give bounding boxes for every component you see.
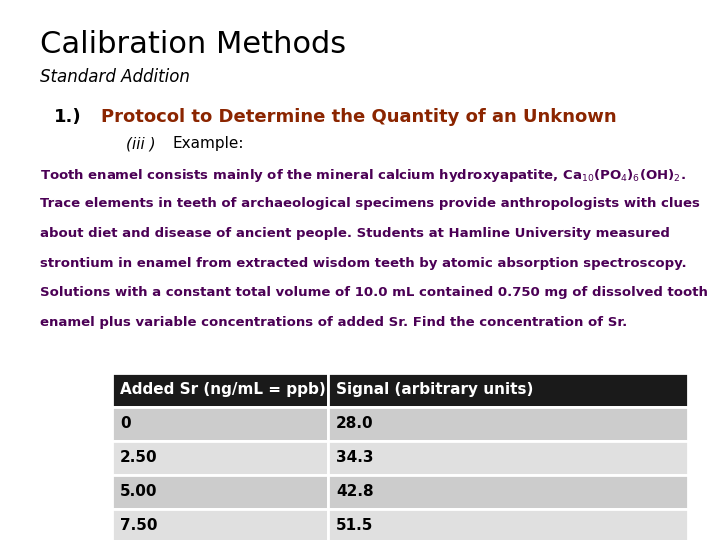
Text: Calibration Methods: Calibration Methods: [40, 30, 346, 59]
Text: Solutions with a constant total volume of 10.0 mL contained 0.750 mg of dissolve: Solutions with a constant total volume o…: [40, 286, 708, 299]
FancyBboxPatch shape: [112, 441, 328, 475]
FancyBboxPatch shape: [328, 407, 688, 441]
FancyBboxPatch shape: [112, 373, 328, 407]
Text: Tooth enamel consists mainly of the mineral calcium hydroxyapatite, Ca$_{10}$(PO: Tooth enamel consists mainly of the mine…: [40, 167, 685, 184]
Text: 2.50: 2.50: [120, 450, 158, 465]
FancyBboxPatch shape: [112, 475, 328, 509]
Text: 34.3: 34.3: [336, 450, 374, 465]
Text: Protocol to Determine the Quantity of an Unknown: Protocol to Determine the Quantity of an…: [101, 108, 616, 126]
Text: 51.5: 51.5: [336, 518, 374, 533]
FancyBboxPatch shape: [328, 475, 688, 509]
Text: enamel plus variable concentrations of added Sr. Find the concentration of Sr.: enamel plus variable concentrations of a…: [40, 316, 627, 329]
FancyBboxPatch shape: [328, 509, 688, 540]
Text: 5.00: 5.00: [120, 484, 158, 499]
FancyBboxPatch shape: [328, 373, 688, 407]
Text: Added Sr (ng/mL = ppb): Added Sr (ng/mL = ppb): [120, 382, 326, 397]
Text: strontium in enamel from extracted wisdom teeth by atomic absorption spectroscop: strontium in enamel from extracted wisdo…: [40, 256, 686, 269]
Text: 28.0: 28.0: [336, 416, 374, 431]
FancyBboxPatch shape: [112, 407, 328, 441]
Text: (iii ): (iii ): [126, 136, 156, 151]
Text: Trace elements in teeth of archaeological specimens provide anthropologists with: Trace elements in teeth of archaeologica…: [40, 197, 699, 210]
Text: Standard Addition: Standard Addition: [40, 68, 189, 85]
Text: Signal (arbitrary units): Signal (arbitrary units): [336, 382, 534, 397]
Text: Example:: Example:: [173, 136, 244, 151]
Text: 1.): 1.): [54, 108, 81, 126]
Text: 7.50: 7.50: [120, 518, 158, 533]
FancyBboxPatch shape: [328, 441, 688, 475]
FancyBboxPatch shape: [112, 509, 328, 540]
Text: about diet and disease of ancient people. Students at Hamline University measure: about diet and disease of ancient people…: [40, 227, 670, 240]
Text: 42.8: 42.8: [336, 484, 374, 499]
Text: 0: 0: [120, 416, 131, 431]
